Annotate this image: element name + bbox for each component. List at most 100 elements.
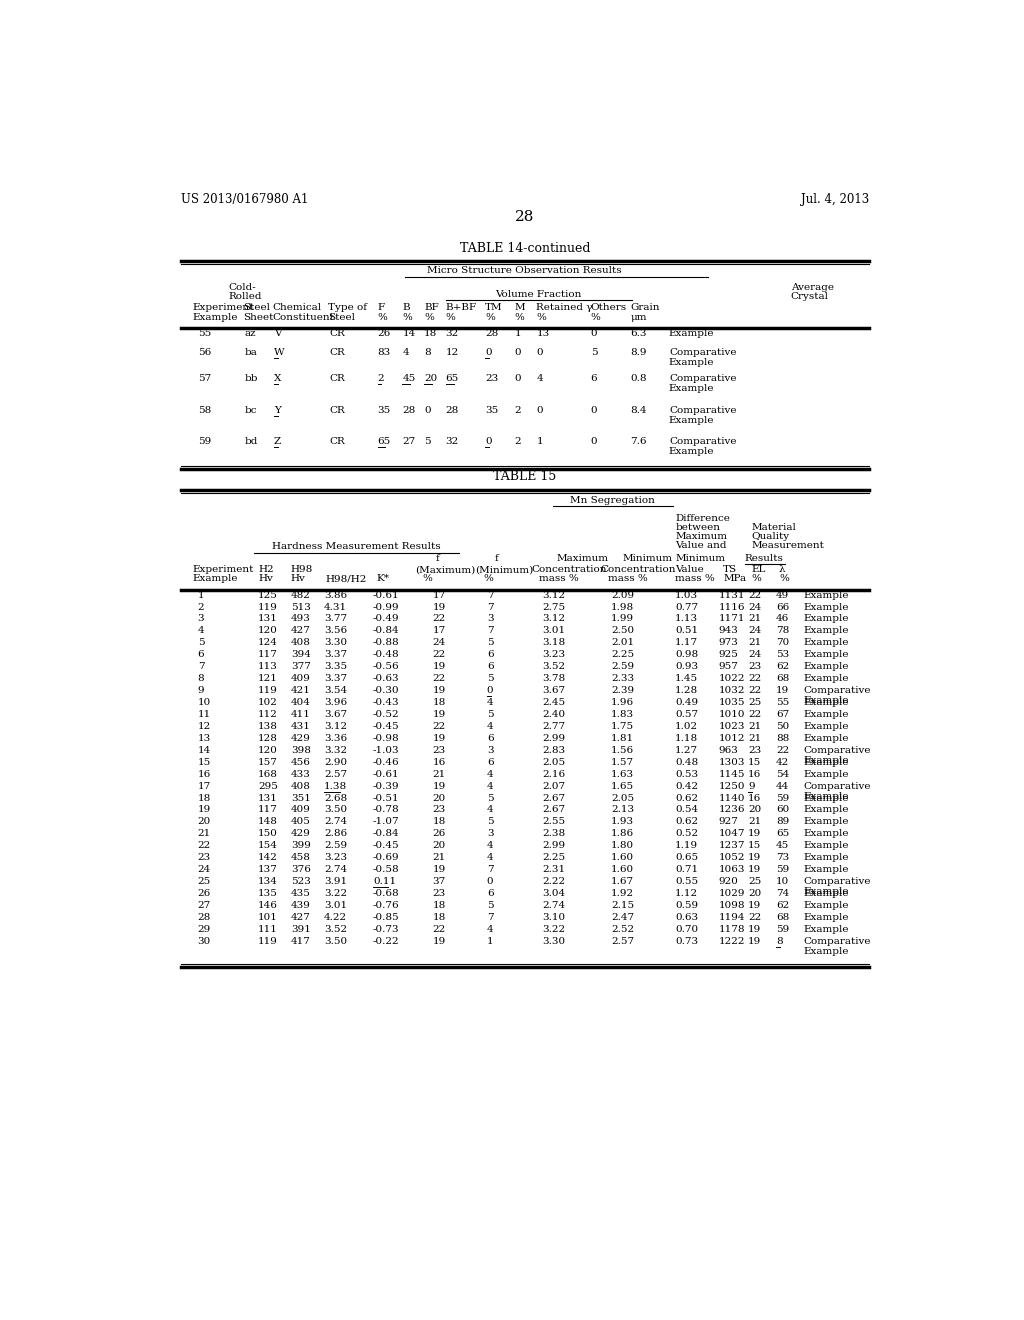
Text: 154: 154	[258, 841, 279, 850]
Text: -0.49: -0.49	[373, 615, 399, 623]
Text: 3.35: 3.35	[324, 663, 347, 671]
Text: 0.52: 0.52	[675, 829, 698, 838]
Text: F: F	[378, 304, 385, 313]
Text: Example: Example	[804, 710, 849, 719]
Text: 2.86: 2.86	[324, 829, 347, 838]
Text: 1012: 1012	[719, 734, 745, 743]
Text: 295: 295	[258, 781, 279, 791]
Text: 7: 7	[486, 602, 494, 611]
Text: 4: 4	[486, 698, 494, 708]
Text: 1063: 1063	[719, 865, 745, 874]
Text: 21: 21	[198, 829, 211, 838]
Text: 168: 168	[258, 770, 279, 779]
Text: 19: 19	[432, 734, 445, 743]
Text: 2.15: 2.15	[611, 902, 634, 909]
Text: 2.90: 2.90	[324, 758, 347, 767]
Text: 22: 22	[432, 722, 445, 731]
Text: %: %	[378, 313, 387, 322]
Text: Comparative: Comparative	[804, 746, 871, 755]
Text: 3: 3	[198, 615, 205, 623]
Text: 0.70: 0.70	[675, 925, 698, 933]
Text: 59: 59	[198, 437, 211, 446]
Text: 6: 6	[486, 651, 494, 659]
Text: 68: 68	[776, 913, 790, 921]
Text: 2.25: 2.25	[611, 651, 634, 659]
Text: 28: 28	[515, 210, 535, 224]
Text: 1131: 1131	[719, 590, 745, 599]
Text: 8.4: 8.4	[630, 405, 647, 414]
Text: 18: 18	[432, 913, 445, 921]
Text: Example: Example	[669, 416, 715, 425]
Text: Experiment: Experiment	[193, 565, 254, 574]
Text: 157: 157	[258, 758, 279, 767]
Text: Micro Structure Observation Results: Micro Structure Observation Results	[427, 267, 623, 276]
Text: 3.77: 3.77	[324, 615, 347, 623]
Text: K*: K*	[376, 574, 389, 583]
Text: λ: λ	[779, 565, 785, 574]
Text: Grain: Grain	[630, 304, 659, 313]
Text: 23: 23	[748, 663, 761, 671]
Text: 3.22: 3.22	[543, 925, 565, 933]
Text: 7: 7	[486, 590, 494, 599]
Text: bb: bb	[245, 375, 258, 383]
Text: 1.38: 1.38	[324, 781, 347, 791]
Text: 4: 4	[486, 853, 494, 862]
Text: 13: 13	[537, 329, 550, 338]
Text: Example: Example	[669, 384, 715, 393]
Text: 3.12: 3.12	[543, 590, 565, 599]
Text: 957: 957	[719, 663, 738, 671]
Text: 405: 405	[291, 817, 310, 826]
Text: 973: 973	[719, 639, 738, 647]
Text: 0.11: 0.11	[373, 876, 396, 886]
Text: 429: 429	[291, 829, 310, 838]
Text: 963: 963	[719, 746, 738, 755]
Text: 124: 124	[258, 639, 279, 647]
Text: 3.67: 3.67	[543, 686, 565, 696]
Text: 128: 128	[258, 734, 279, 743]
Text: Type of: Type of	[328, 304, 367, 313]
Text: 15: 15	[748, 841, 761, 850]
Text: Hv: Hv	[258, 574, 273, 583]
Text: 146: 146	[258, 902, 279, 909]
Text: 1222: 1222	[719, 937, 745, 945]
Text: -0.61: -0.61	[373, 590, 399, 599]
Text: 18: 18	[432, 698, 445, 708]
Text: 2.33: 2.33	[611, 675, 634, 684]
Text: 2.67: 2.67	[543, 793, 565, 803]
Text: Example: Example	[804, 793, 849, 803]
Text: 88: 88	[776, 734, 790, 743]
Text: 0: 0	[537, 348, 543, 358]
Text: 3.36: 3.36	[324, 734, 347, 743]
Text: 2.99: 2.99	[543, 734, 565, 743]
Text: 4: 4	[486, 770, 494, 779]
Text: 25: 25	[748, 876, 761, 886]
Text: 112: 112	[258, 710, 279, 719]
Text: W: W	[273, 348, 285, 358]
Text: 4: 4	[402, 348, 409, 358]
Text: 113: 113	[258, 663, 279, 671]
Text: 19: 19	[432, 686, 445, 696]
Text: 22: 22	[432, 675, 445, 684]
Text: 27: 27	[198, 902, 211, 909]
Text: -0.88: -0.88	[373, 639, 399, 647]
Text: 1010: 1010	[719, 710, 745, 719]
Text: Example: Example	[804, 913, 849, 921]
Text: 117: 117	[258, 805, 279, 814]
Text: 59: 59	[776, 925, 790, 933]
Text: 137: 137	[258, 865, 279, 874]
Text: 111: 111	[258, 925, 279, 933]
Text: 22: 22	[432, 651, 445, 659]
Text: %: %	[485, 313, 496, 322]
Text: -0.52: -0.52	[373, 710, 399, 719]
Text: Example: Example	[804, 829, 849, 838]
Text: 22: 22	[776, 746, 790, 755]
Text: 1.81: 1.81	[611, 734, 634, 743]
Text: 0.93: 0.93	[675, 663, 698, 671]
Text: 2.68: 2.68	[324, 793, 347, 803]
Text: 2: 2	[515, 437, 521, 446]
Text: 17: 17	[432, 627, 445, 635]
Text: 0: 0	[485, 348, 492, 358]
Text: 1.02: 1.02	[675, 722, 698, 731]
Text: 20: 20	[198, 817, 211, 826]
Text: 1023: 1023	[719, 722, 745, 731]
